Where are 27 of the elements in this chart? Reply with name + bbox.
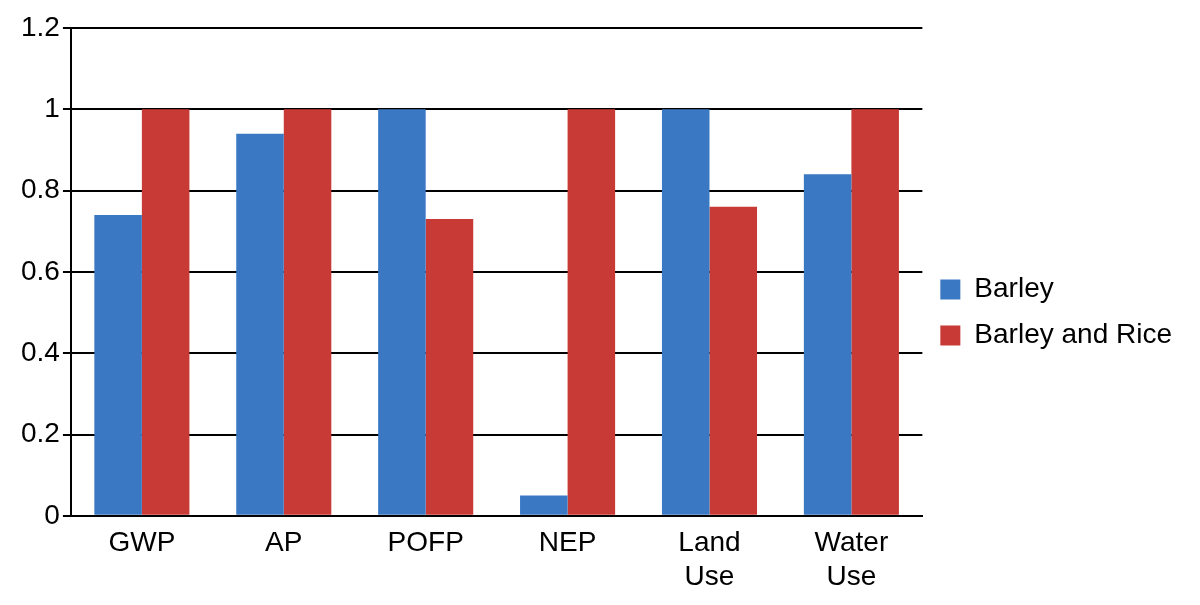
bar (283, 109, 332, 515)
x-tick-label: NEP (538, 526, 597, 558)
y-tick-label: 1.2 (20, 10, 60, 42)
bar (94, 214, 142, 515)
x-tick-label: POFP (387, 526, 464, 558)
bar (141, 109, 190, 515)
bar (851, 109, 899, 515)
legend-label: Barley and Rice (974, 318, 1172, 350)
bar (425, 219, 474, 515)
x-tick-label: AP (265, 526, 303, 558)
y-tick-label: 0.2 (20, 417, 60, 449)
bar (378, 109, 426, 515)
legend-label: Barley (974, 272, 1054, 304)
y-tick-label: 0 (44, 498, 60, 530)
bar (236, 133, 284, 515)
bar (661, 109, 710, 515)
y-tick-label: 0.8 (20, 173, 60, 205)
bar (709, 206, 758, 515)
y-tick-label: 0.6 (20, 254, 60, 286)
x-tick-label: Water Use (814, 526, 889, 591)
bar (520, 495, 568, 515)
bar (567, 109, 616, 515)
x-tick-label: GWP (108, 526, 176, 558)
x-tick-label: Land Use (678, 526, 741, 591)
bar (803, 174, 852, 515)
y-tick-label: 1 (44, 92, 60, 124)
y-tick-label: 0.4 (20, 335, 60, 367)
